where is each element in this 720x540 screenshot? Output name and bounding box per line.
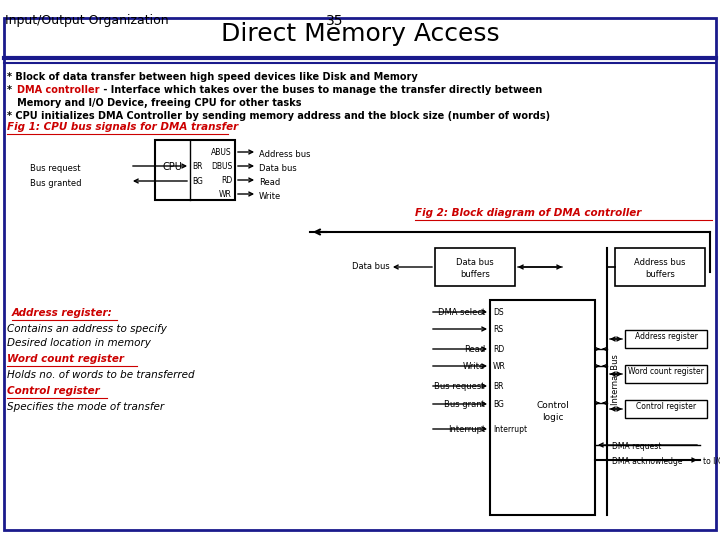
- Text: Word count register: Word count register: [628, 367, 704, 376]
- Text: * CPU initializes DMA Controller by sending memory address and the block size (n: * CPU initializes DMA Controller by send…: [7, 111, 550, 121]
- Text: DMA select: DMA select: [438, 308, 485, 317]
- Text: Bus request: Bus request: [434, 382, 485, 391]
- Text: Desired location in memory: Desired location in memory: [7, 338, 151, 348]
- Text: buffers: buffers: [645, 270, 675, 279]
- Text: Read: Read: [259, 178, 280, 187]
- Text: BG: BG: [192, 177, 203, 186]
- Text: - Interface which takes over the buses to manage the transfer directly between: - Interface which takes over the buses t…: [100, 85, 542, 95]
- Text: Data bus: Data bus: [456, 258, 494, 267]
- Text: Input/Output Organization: Input/Output Organization: [5, 14, 168, 27]
- Text: Fig 1: CPU bus signals for DMA transfer: Fig 1: CPU bus signals for DMA transfer: [7, 122, 238, 132]
- Text: Read: Read: [464, 345, 485, 354]
- Text: Direct Memory Access: Direct Memory Access: [221, 22, 499, 46]
- Text: Interrupt: Interrupt: [448, 425, 485, 434]
- Text: Holds no. of words to be transferred: Holds no. of words to be transferred: [7, 370, 194, 380]
- Text: *: *: [7, 85, 15, 95]
- Bar: [490, 300, 595, 515]
- Text: DBUS: DBUS: [211, 162, 232, 171]
- Text: Address bus: Address bus: [259, 150, 310, 159]
- Text: Word count register: Word count register: [7, 354, 124, 364]
- Text: Specifies the mode of transfer: Specifies the mode of transfer: [7, 402, 164, 412]
- Text: buffers: buffers: [460, 270, 490, 279]
- Text: Address register:: Address register:: [12, 308, 113, 318]
- Text: Memory and I/O Device, freeing CPU for other tasks: Memory and I/O Device, freeing CPU for o…: [7, 98, 302, 108]
- Bar: [625, 365, 707, 383]
- Text: Bus request: Bus request: [30, 164, 81, 173]
- Text: to I/O device: to I/O device: [703, 457, 720, 466]
- Text: Write: Write: [259, 192, 282, 201]
- Text: RS: RS: [493, 325, 503, 334]
- Bar: [625, 400, 707, 418]
- Text: BR: BR: [192, 162, 202, 171]
- Text: Data bus: Data bus: [259, 164, 297, 173]
- Text: DS: DS: [493, 308, 503, 317]
- Bar: [615, 248, 705, 286]
- Text: Bus grant: Bus grant: [444, 400, 485, 409]
- Text: 35: 35: [326, 14, 343, 28]
- Text: Write: Write: [463, 362, 485, 371]
- Text: DMA acknowledge: DMA acknowledge: [612, 457, 683, 466]
- Text: RD: RD: [221, 176, 232, 185]
- Text: Contains an address to specify: Contains an address to specify: [7, 324, 167, 334]
- Text: Bus granted: Bus granted: [30, 179, 81, 188]
- Text: BG: BG: [493, 400, 504, 409]
- Bar: [625, 330, 707, 348]
- Bar: [155, 140, 235, 200]
- Text: logic: logic: [541, 414, 563, 422]
- Text: CPU: CPU: [162, 162, 182, 172]
- Text: DMA controller: DMA controller: [17, 85, 99, 95]
- Text: WR: WR: [493, 362, 506, 371]
- Text: Interrupt: Interrupt: [493, 425, 527, 434]
- Text: RD: RD: [493, 345, 504, 354]
- Text: DMA request: DMA request: [612, 442, 662, 451]
- Bar: [435, 248, 515, 286]
- Text: Data bus: Data bus: [352, 262, 390, 271]
- Text: Control register: Control register: [636, 402, 696, 411]
- Text: Address bus: Address bus: [634, 258, 685, 267]
- Text: Control: Control: [536, 402, 569, 410]
- Text: Address register: Address register: [634, 332, 698, 341]
- Text: * Block of data transfer between high speed devices like Disk and Memory: * Block of data transfer between high sp…: [7, 72, 418, 82]
- Text: Control register: Control register: [7, 386, 100, 396]
- Text: Internal Bus: Internal Bus: [611, 355, 620, 406]
- Text: Fig 2: Block diagram of DMA controller: Fig 2: Block diagram of DMA controller: [415, 208, 642, 218]
- Text: BR: BR: [493, 382, 503, 391]
- Text: ABUS: ABUS: [212, 148, 232, 157]
- Text: WR: WR: [219, 190, 232, 199]
